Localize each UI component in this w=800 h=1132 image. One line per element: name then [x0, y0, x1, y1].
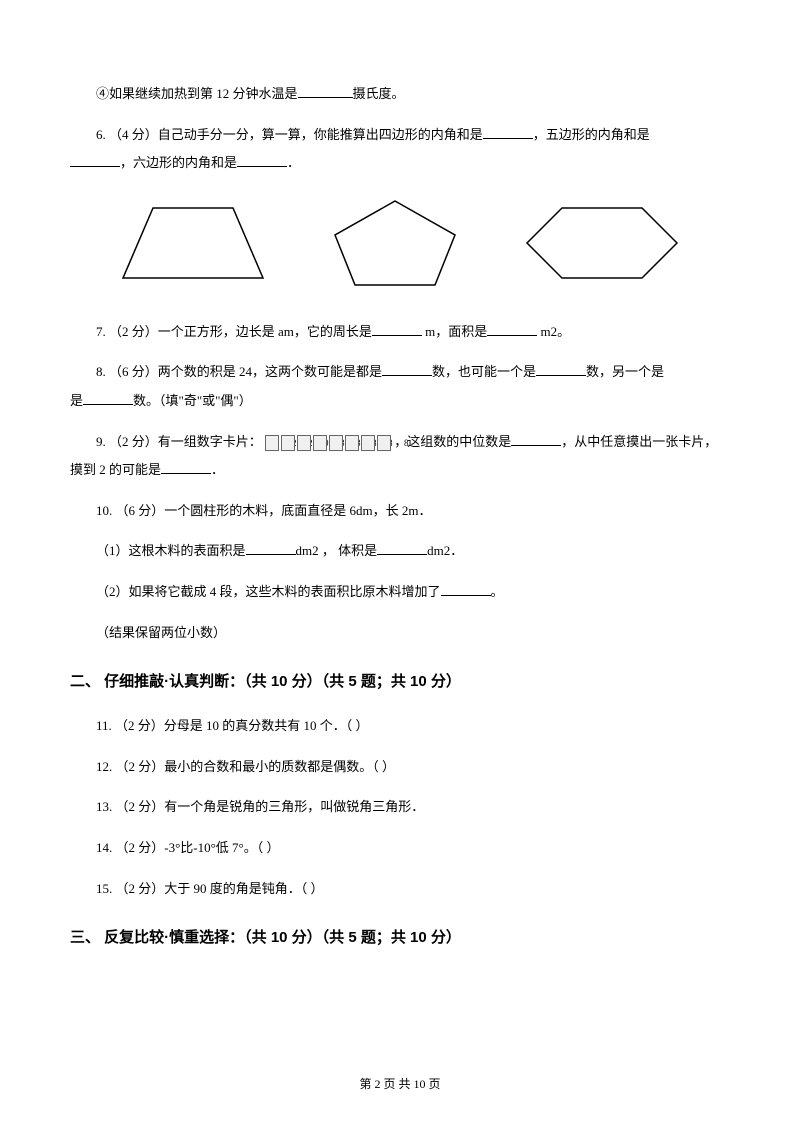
q10-note: （结果保留两位小数） [70, 619, 730, 648]
q9-end: ． [211, 462, 224, 477]
q9-prefix: 9. （2 分）有一组数字卡片： [96, 434, 262, 449]
card-3: 0 [297, 435, 311, 451]
card-4: 3 [313, 435, 327, 451]
q10-sub1-end: dm2． [427, 543, 463, 558]
shapes-row [70, 193, 730, 293]
q10-sub1: （1）这根木料的表面积是 dm2 ， 体积是 dm2． [70, 537, 730, 566]
card-7: 8 [361, 435, 375, 451]
blank-q9-1 [511, 433, 561, 446]
page-footer: 第 2 页 共 10 页 [0, 1071, 800, 1097]
q10-sub2-end: 。 [491, 584, 504, 599]
q7-prefix: 7. （2 分）一个正方形，边长是 am，它的周长是 [96, 324, 372, 339]
card-5: 3 [329, 435, 343, 451]
q8-mid1: 数，也可能一个是 [432, 364, 536, 379]
q14: 14. （2 分）-3°比-10°低 7°。（ ） [70, 834, 730, 863]
q6-end: ． [287, 155, 300, 170]
q10-sub1-mid: dm2 ， 体积是 [296, 543, 378, 558]
q4-sub: ④如果继续加热到第 12 分钟水温是 摄氏度。 [70, 80, 730, 109]
blank-q8-2 [536, 363, 586, 376]
blank-q4 [298, 85, 353, 98]
q9: 9. （2 分）有一组数字卡片： 2 2 0 3 3 8 8 8 ，这组数的中位… [70, 428, 730, 485]
q8-prefix: 8. （6 分）两个数的积是 24，这两个数可能是都是 [96, 364, 382, 379]
q8: 8. （6 分）两个数的积是 24，这两个数可能是都是 数，也可能一个是 数，另一个… [70, 358, 730, 415]
q15: 15. （2 分）大于 90 度的角是钝角．（ ） [70, 875, 730, 904]
q7-unit2: m2。 [537, 324, 570, 339]
blank-q10-2 [377, 542, 427, 555]
section3-heading: 三、 反复比较·慎重选择：（共 10 分）（共 5 题；共 10 分） [70, 921, 730, 954]
q8-line2-start: 是 [70, 393, 83, 408]
q10-sub2: （2）如果将它截成 4 段，这些木料的表面积比原木料增加了 。 [70, 578, 730, 607]
trapezoid-shape [118, 198, 268, 288]
q11: 11. （2 分）分母是 10 的真分数共有 10 个．（ ） [70, 712, 730, 741]
q8-end: 数。（填"奇"或"偶"） [133, 393, 252, 408]
q6-mid1: ，五边形的内角和是 [533, 127, 650, 142]
q7: 7. （2 分）一个正方形，边长是 am，它的周长是 m，面积是 m2。 [70, 318, 730, 347]
q6: 6. （4 分）自己动手分一分，算一算，你能推算出四边形的内角和是 ，五边形的内角… [70, 121, 730, 178]
blank-q9-2 [161, 461, 211, 474]
blank-q6-2 [70, 154, 120, 167]
blank-q7-2 [487, 323, 537, 336]
blank-q10-3 [441, 583, 491, 596]
blank-q8-3 [83, 392, 133, 405]
pentagon-shape [325, 193, 465, 293]
q4-unit: 摄氏度。 [353, 86, 405, 101]
q4-sub-text: ④如果继续加热到第 12 分钟水温是 [96, 86, 298, 101]
card-8: 8 [377, 435, 391, 451]
q9-mid1: ，这组数的中位数是 [394, 434, 511, 449]
q7-unit1: m，面积是 [422, 324, 487, 339]
card-2: 2 [281, 435, 295, 451]
q12: 12. （2 分）最小的合数和最小的质数都是偶数。（ ） [70, 753, 730, 782]
card-icons: 2 2 0 3 3 8 8 8 [265, 435, 391, 451]
q8-mid2: 数，另一个是 [586, 364, 664, 379]
q10-sub2-prefix: （2）如果将它截成 4 段，这些木料的表面积比原木料增加了 [96, 584, 441, 599]
blank-q6-1 [483, 126, 533, 139]
section2-heading: 二、 仔细推敲·认真判断：（共 10 分）（共 5 题；共 10 分） [70, 665, 730, 698]
q6-prefix: 6. （4 分）自己动手分一分，算一算，你能推算出四边形的内角和是 [96, 127, 483, 142]
q6-mid2: ，六边形的内角和是 [120, 155, 237, 170]
card-6: 8 [345, 435, 359, 451]
blank-q7-1 [372, 323, 422, 336]
hexagon-shape [522, 198, 682, 288]
blank-q8-1 [382, 363, 432, 376]
q13: 13. （2 分）有一个角是锐角的三角形，叫做锐角三角形． [70, 793, 730, 822]
q10-line1: 10. （6 分）一个圆柱形的木料，底面直径是 6dm，长 2m． [70, 497, 730, 526]
q10-sub1-prefix: （1）这根木料的表面积是 [96, 543, 246, 558]
card-1: 2 [265, 435, 279, 451]
blank-q10-1 [246, 542, 296, 555]
blank-q6-3 [237, 154, 287, 167]
